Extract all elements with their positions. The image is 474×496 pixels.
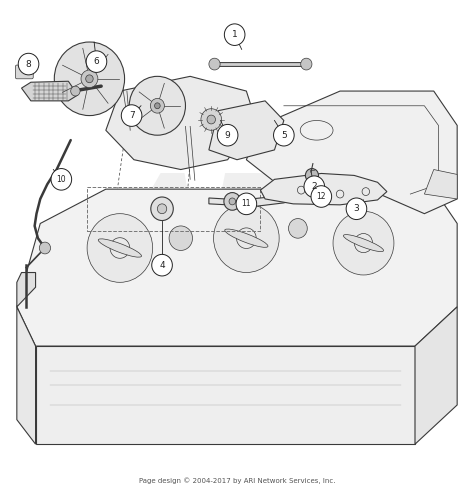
Text: 2: 2 (311, 182, 317, 191)
Circle shape (71, 86, 80, 96)
Text: 1: 1 (232, 30, 237, 39)
Circle shape (152, 254, 173, 276)
Circle shape (236, 193, 257, 215)
Text: 3: 3 (354, 204, 359, 213)
Polygon shape (17, 272, 36, 307)
Text: 9: 9 (225, 131, 230, 140)
Polygon shape (209, 190, 307, 206)
Ellipse shape (98, 239, 142, 257)
Circle shape (81, 70, 98, 88)
Circle shape (273, 124, 294, 146)
Circle shape (39, 242, 51, 254)
Circle shape (333, 211, 394, 275)
Circle shape (121, 105, 142, 126)
Circle shape (224, 24, 245, 46)
Circle shape (129, 76, 185, 135)
Circle shape (151, 197, 173, 221)
Polygon shape (260, 174, 387, 205)
Circle shape (346, 198, 367, 220)
Circle shape (157, 204, 167, 214)
Circle shape (305, 169, 319, 183)
Polygon shape (17, 307, 36, 444)
Circle shape (311, 186, 332, 207)
Text: 6: 6 (93, 57, 100, 66)
Text: 5: 5 (281, 131, 287, 140)
Polygon shape (36, 346, 415, 444)
Polygon shape (106, 76, 256, 170)
Text: 10: 10 (56, 175, 66, 184)
Circle shape (217, 124, 238, 146)
Text: Page design © 2004-2017 by ARI Network Services, Inc.: Page design © 2004-2017 by ARI Network S… (139, 478, 335, 485)
Circle shape (304, 176, 325, 197)
FancyBboxPatch shape (16, 65, 33, 79)
Polygon shape (246, 91, 457, 214)
Polygon shape (424, 170, 457, 199)
Circle shape (155, 103, 160, 109)
Circle shape (51, 169, 72, 190)
Text: 12: 12 (317, 192, 326, 201)
Circle shape (207, 115, 216, 124)
Polygon shape (415, 307, 457, 444)
Text: ARI: ARI (121, 170, 334, 277)
Circle shape (169, 226, 192, 250)
Polygon shape (209, 101, 284, 160)
Ellipse shape (343, 235, 383, 251)
Circle shape (214, 204, 279, 272)
Ellipse shape (225, 229, 268, 248)
Circle shape (289, 219, 307, 238)
Circle shape (224, 192, 241, 210)
Circle shape (229, 198, 236, 205)
Circle shape (87, 214, 153, 282)
Text: 11: 11 (242, 199, 251, 208)
Circle shape (18, 53, 39, 75)
Text: 8: 8 (26, 60, 31, 68)
Polygon shape (17, 189, 457, 346)
Circle shape (86, 75, 93, 83)
Circle shape (150, 98, 164, 113)
Circle shape (301, 58, 312, 70)
Circle shape (55, 42, 125, 116)
Circle shape (201, 109, 221, 130)
Circle shape (209, 58, 220, 70)
Polygon shape (21, 81, 78, 101)
Text: 4: 4 (159, 261, 165, 270)
Text: 7: 7 (129, 111, 135, 120)
Circle shape (86, 51, 107, 72)
